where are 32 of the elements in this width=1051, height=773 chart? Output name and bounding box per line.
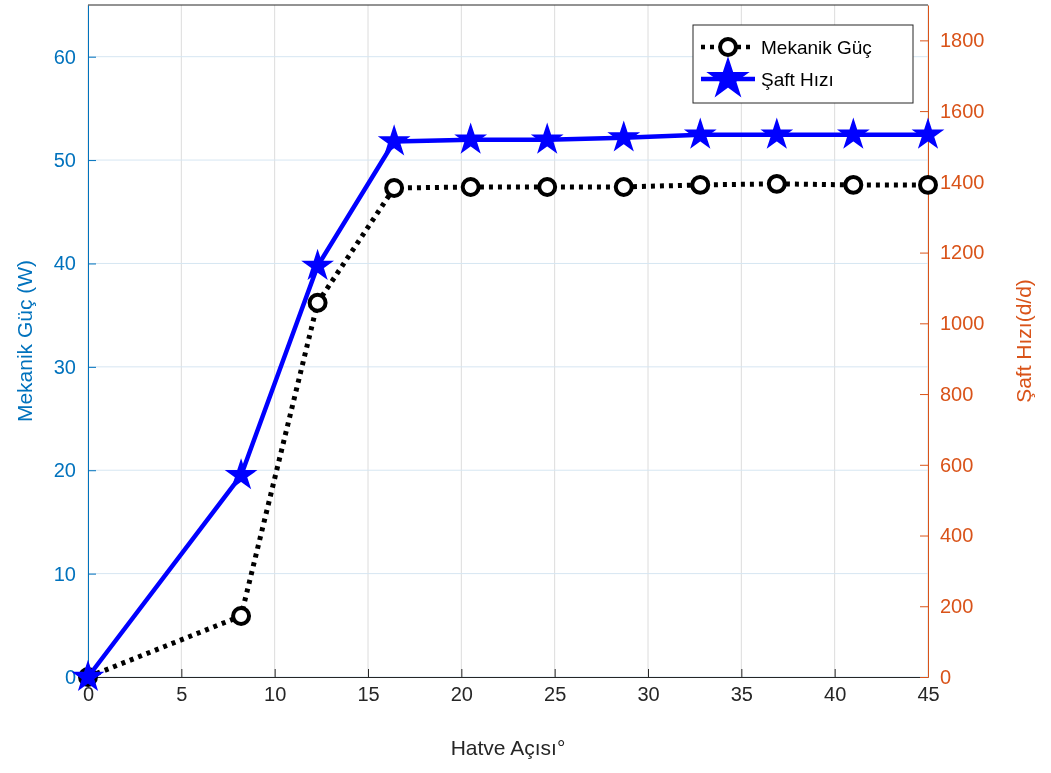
y-tick-label: 20 <box>53 459 76 482</box>
y2-tick-label: 1600 <box>940 100 985 123</box>
y2-tick-label: 600 <box>940 453 974 476</box>
y2-tick-label: 1200 <box>940 241 985 264</box>
y-tick-label: 30 <box>53 355 76 378</box>
y-tick-label: 10 <box>53 562 76 585</box>
y2-tick-label: 200 <box>940 595 974 618</box>
y2-tick-label: 0 <box>940 665 952 688</box>
x-tick-label: 20 <box>450 683 473 706</box>
y2-tick-label: 1800 <box>940 29 985 52</box>
legend-label: Mekanik Güç <box>761 37 872 58</box>
y-axis-title: Mekanik Güç (W) <box>13 259 36 423</box>
x-tick-label: 15 <box>357 683 380 706</box>
y2-tick-label: 400 <box>940 524 974 547</box>
y-tick-label: 0 <box>64 665 76 688</box>
y2-axis-title: Şaft Hızı(d/d) <box>1012 279 1035 403</box>
y2-tick-label: 800 <box>940 382 974 405</box>
y-tick-label: 40 <box>53 252 76 275</box>
x-tick-label: 45 <box>917 683 940 706</box>
x-tick-label: 5 <box>176 683 188 706</box>
y-tick-label: 60 <box>53 45 76 68</box>
x-tick-label: 40 <box>824 683 847 706</box>
x-tick-label: 35 <box>730 683 753 706</box>
x-tick-label: 25 <box>544 683 567 706</box>
x-tick-label: 0 <box>82 683 95 706</box>
legend-label: Şaft Hızı <box>761 69 834 90</box>
y2-tick-label: 1400 <box>940 170 985 193</box>
x-axis-title: Hatve Açısı° <box>450 736 566 759</box>
x-tick-label: 10 <box>264 683 287 706</box>
y-tick-label: 50 <box>53 148 76 171</box>
y2-tick-label: 1000 <box>940 312 985 335</box>
x-tick-label: 30 <box>637 683 660 706</box>
